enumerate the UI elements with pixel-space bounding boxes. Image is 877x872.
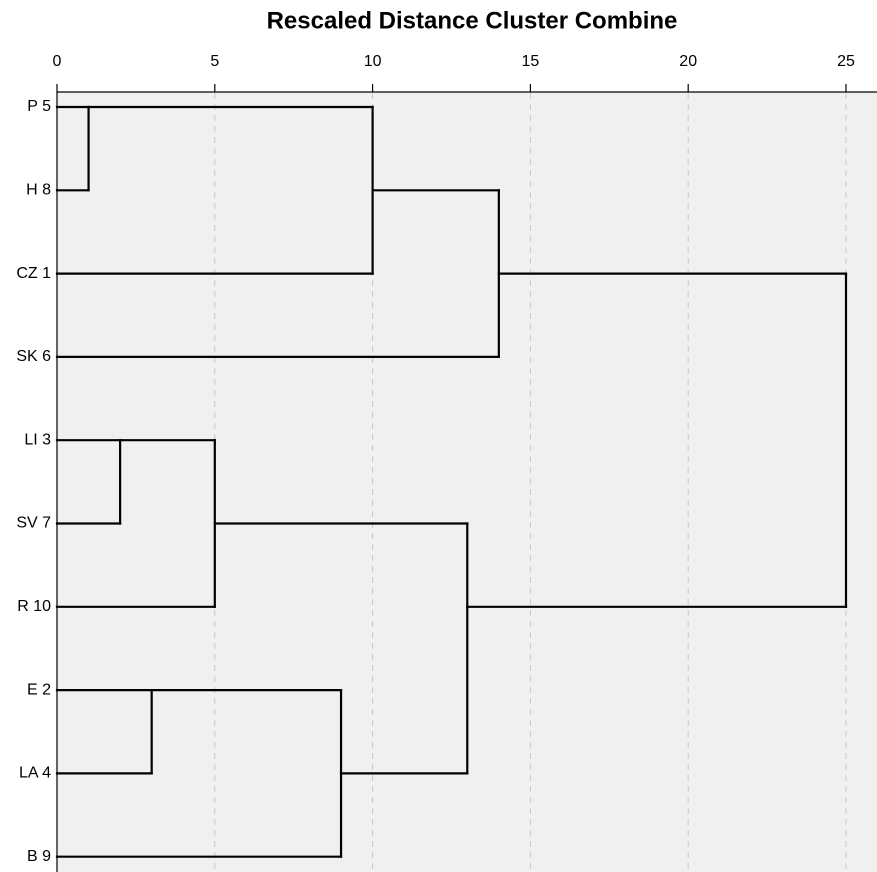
leaf-label: LI 3 xyxy=(24,431,51,448)
leaf-label: H 8 xyxy=(26,182,51,199)
leaf-label: E 2 xyxy=(27,681,51,698)
leaf-label: SV 7 xyxy=(16,515,51,532)
leaf-label: R 10 xyxy=(17,598,51,615)
leaf-label: P 5 xyxy=(27,98,51,115)
x-tick-label: 5 xyxy=(210,53,219,70)
chart-title: Rescaled Distance Cluster Combine xyxy=(267,7,678,34)
x-tick-label: 10 xyxy=(364,53,382,70)
x-tick-label: 0 xyxy=(53,53,62,70)
leaf-label: LA 4 xyxy=(19,765,51,782)
leaf-label: CZ 1 xyxy=(16,265,51,282)
x-tick-label: 15 xyxy=(522,53,540,70)
x-tick-label: 20 xyxy=(679,53,697,70)
leaf-label: SK 6 xyxy=(16,348,51,365)
leaf-label: B 9 xyxy=(27,848,51,865)
x-tick-label: 25 xyxy=(837,53,855,70)
